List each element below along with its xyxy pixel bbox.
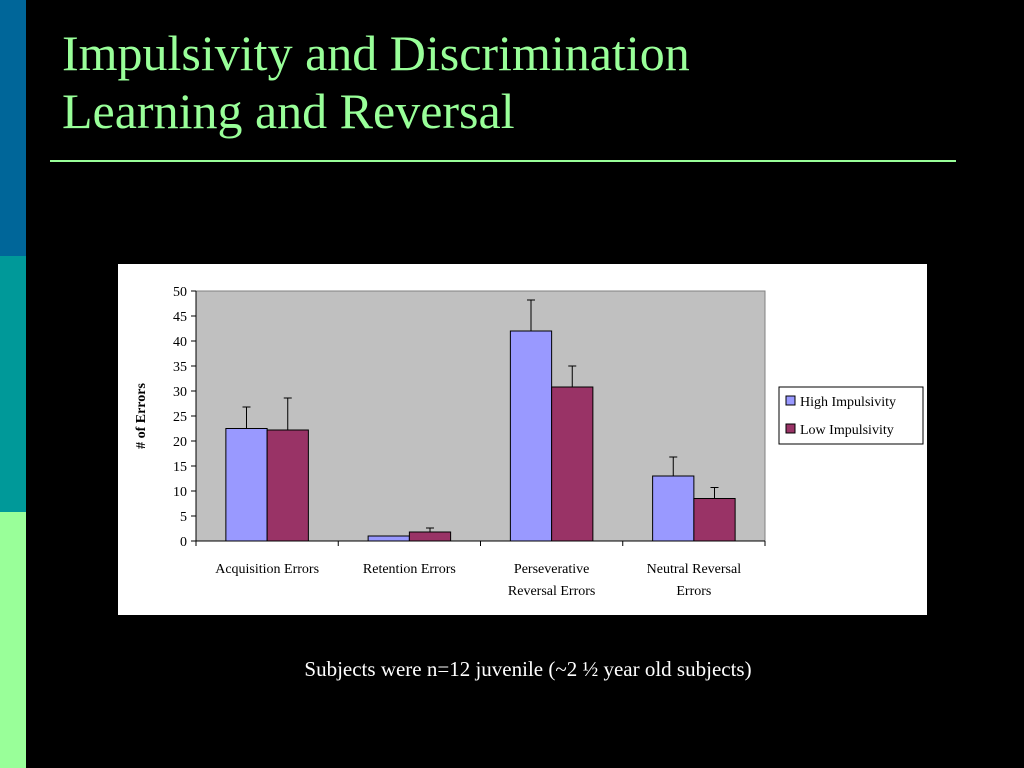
legend-label: High Impulsivity bbox=[800, 395, 896, 410]
y-tick-label: 10 bbox=[173, 485, 187, 500]
bar-chart: 0 5 10 15 20 25 30 35 40 45 50 # of Errors Acquisiti… bbox=[134, 285, 924, 599]
y-tick-label: 30 bbox=[173, 385, 187, 400]
bar bbox=[367, 535, 410, 542]
side-stripe-bottom bbox=[0, 512, 26, 768]
side-stripe-middle bbox=[0, 256, 26, 512]
bar bbox=[551, 386, 594, 542]
y-tick-label: 40 bbox=[173, 335, 187, 350]
legend-box bbox=[778, 386, 924, 445]
chart-container: 0 5 10 15 20 25 30 35 40 45 50 # of Errors Acquisiti… bbox=[118, 264, 927, 615]
x-category-label: Errors bbox=[676, 584, 711, 599]
slide-title-line-1: Impulsivity and Discrimination bbox=[62, 25, 690, 81]
title-underline bbox=[50, 160, 956, 162]
bar bbox=[266, 429, 309, 542]
x-category-label: Neutral Reversal bbox=[647, 562, 742, 577]
bar bbox=[509, 330, 553, 542]
x-category-label: Reversal Errors bbox=[508, 584, 595, 599]
legend-label: Low Impulsivity bbox=[800, 423, 894, 438]
y-tick-label: 50 bbox=[173, 285, 187, 300]
y-tick-label: 45 bbox=[173, 310, 187, 325]
side-stripe-top bbox=[0, 0, 26, 256]
slide-caption: Subjects were n=12 juvenile (~2 ½ year o… bbox=[304, 657, 752, 681]
y-tick-label: 0 bbox=[180, 535, 187, 550]
slide-title: Impulsivity and Discrimination Learning … bbox=[62, 24, 962, 140]
x-category-label: Perseverative bbox=[514, 562, 589, 577]
y-tick-label: 35 bbox=[173, 360, 187, 375]
y-tick-label: 15 bbox=[173, 460, 187, 475]
legend-swatch bbox=[785, 395, 796, 406]
bar bbox=[225, 428, 268, 542]
x-category-label: Acquisition Errors bbox=[215, 562, 319, 577]
bar bbox=[408, 531, 452, 542]
slide-title-line-2: Learning and Reversal bbox=[62, 83, 515, 139]
y-tick-label: 5 bbox=[180, 510, 187, 525]
bar bbox=[652, 475, 695, 542]
y-tick-label: 25 bbox=[173, 410, 187, 425]
legend-swatch bbox=[785, 423, 796, 434]
y-axis-label: # of Errors bbox=[134, 383, 149, 449]
bar bbox=[693, 498, 736, 542]
y-tick-label: 20 bbox=[173, 435, 187, 450]
x-category-label: Retention Errors bbox=[363, 562, 456, 577]
